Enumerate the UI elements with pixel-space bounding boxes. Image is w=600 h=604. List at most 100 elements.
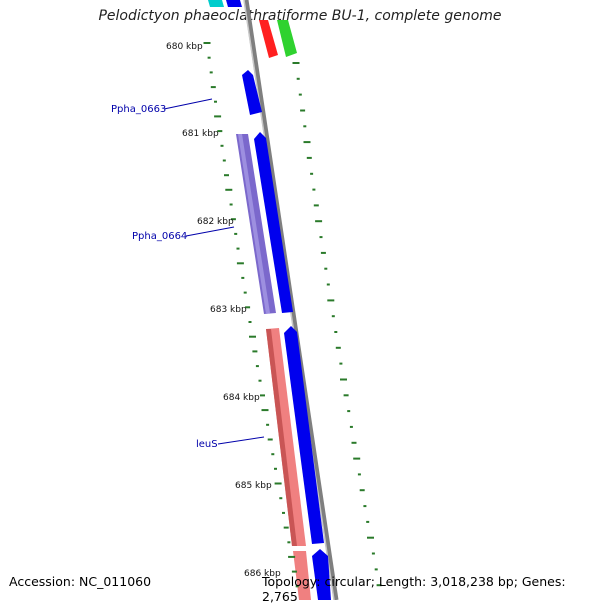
gene-leus-shade	[266, 329, 297, 546]
map-title: Pelodictyon phaeoclathratiforme BU-1, co…	[98, 8, 502, 24]
gc-skew-inner	[203, 42, 299, 588]
genome-backbone	[243, 0, 339, 600]
leader-line-ppha-0664	[185, 226, 235, 237]
gene-ppha-0664-shade	[238, 134, 270, 314]
gene-blue-3	[284, 326, 324, 544]
gc-skew-mark	[266, 423, 270, 426]
gc-skew-mark	[249, 335, 256, 338]
gc-skew-mark	[320, 251, 326, 254]
gc-skew-mark	[282, 511, 285, 514]
ruler-tick-label: 684 kbp	[223, 393, 260, 403]
gc-skew-mark	[243, 291, 247, 294]
gc-skew-mark	[303, 141, 311, 144]
gc-skew-mark	[312, 188, 316, 191]
gc-skew-mark	[267, 438, 273, 441]
gc-skew-mark	[315, 220, 323, 223]
gc-skew-mark	[225, 188, 233, 191]
ruler-tick-label: 682 kbp	[197, 217, 234, 227]
gc-skew-mark	[343, 394, 349, 397]
gc-skew-mark	[291, 570, 297, 573]
gc-skew-mark	[229, 203, 233, 206]
gc-skew-mark	[260, 394, 265, 397]
gc-skew-mark	[230, 218, 236, 221]
gc-skew-mark	[310, 172, 314, 175]
gc-skew-mark	[203, 42, 211, 44]
gene-ppha-0663-arrow	[242, 70, 262, 115]
gc-skew-mark	[296, 77, 300, 80]
gc-skew-mark	[217, 130, 223, 133]
gene-label-leus[interactable]: leuS	[196, 439, 218, 450]
gc-skew-mark	[339, 362, 343, 365]
feature-cyan-partial	[208, 0, 224, 7]
gc-skew-mark	[236, 247, 240, 250]
gc-skew-mark	[283, 526, 289, 529]
gc-skew-mark	[306, 156, 312, 159]
gc-skew-mark	[371, 552, 375, 555]
accession-label: Accession: NC_011060	[9, 574, 152, 589]
gc-skew-mark	[279, 497, 283, 500]
gc-skew-mark	[376, 584, 382, 587]
gc-skew-mark	[300, 109, 306, 112]
ruler-tick-label: 683 kbp	[210, 305, 247, 315]
feature-salmon-bottom	[293, 551, 311, 600]
gc-skew-mark	[349, 425, 353, 428]
gc-skew-mark	[303, 125, 307, 128]
gc-skew-mark	[363, 505, 367, 508]
gc-skew-mark	[224, 174, 229, 177]
feature-green-top	[277, 20, 297, 57]
gc-skew-mark	[327, 299, 335, 302]
gc-skew-mark	[274, 467, 277, 470]
gc-skew-mark	[245, 306, 251, 309]
gc-skew-mark	[326, 283, 330, 286]
gc-skew-mark	[261, 409, 269, 412]
ruler-tick-label: 681 kbp	[182, 129, 219, 139]
gc-skew-mark	[319, 236, 323, 239]
gc-skew-mark	[248, 321, 252, 323]
gc-skew-mark	[292, 62, 300, 64]
feature-red-top	[259, 20, 278, 58]
gc-skew-mark	[295, 585, 299, 588]
gc-skew-mark	[210, 86, 216, 89]
ruler: 680 kbp 681 kbp 682 kbp 683 kbp 684 kbp …	[166, 42, 281, 579]
gene-label-ppha-0664[interactable]: Ppha_0664	[132, 231, 187, 242]
gc-skew-mark	[298, 93, 302, 96]
gc-skew-mark	[220, 144, 224, 147]
gc-skew-mark	[331, 315, 335, 318]
gc-skew-mark	[366, 520, 370, 523]
gc-skew-mark	[353, 457, 361, 460]
gc-skew-mark	[359, 489, 365, 492]
feature-blue-bottom	[312, 549, 331, 600]
ruler-tick-label: 680 kbp	[166, 42, 203, 52]
gene-blue-2	[254, 132, 293, 313]
gc-skew-mark	[324, 267, 328, 270]
gc-skew-mark	[207, 56, 211, 59]
gc-skew-mark	[209, 71, 213, 74]
gc-skew-mark	[334, 331, 338, 333]
gc-skew-mark	[222, 159, 226, 162]
gc-skew-mark	[288, 555, 296, 558]
gc-skew-mark	[357, 473, 361, 476]
gc-skew-mark	[313, 204, 319, 207]
gc-skew-mark	[236, 262, 244, 265]
gene-label-ppha-0663[interactable]: Ppha_0663	[111, 104, 166, 115]
gc-skew-outer	[292, 62, 382, 587]
gc-skew-mark	[234, 232, 238, 235]
gc-skew-mark	[340, 378, 347, 381]
gc-skew-mark	[347, 410, 351, 413]
gc-skew-mark	[335, 346, 341, 349]
gc-skew-mark	[241, 276, 245, 279]
feature-blue-partial	[226, 0, 242, 7]
gc-skew-mark	[258, 379, 262, 382]
ruler-tick-label: 686 kbp	[244, 569, 281, 579]
leader-line-ppha-0663	[163, 98, 213, 110]
gc-skew-mark	[274, 482, 282, 485]
gc-skew-mark	[374, 568, 378, 571]
ruler-tick-label: 685 kbp	[235, 481, 272, 491]
gc-skew-mark	[214, 100, 217, 103]
gc-skew-mark	[367, 536, 374, 539]
gc-skew-mark	[351, 441, 357, 444]
gc-skew-mark	[252, 350, 258, 353]
gc-skew-mark	[214, 115, 222, 118]
gc-skew-mark	[271, 453, 275, 456]
